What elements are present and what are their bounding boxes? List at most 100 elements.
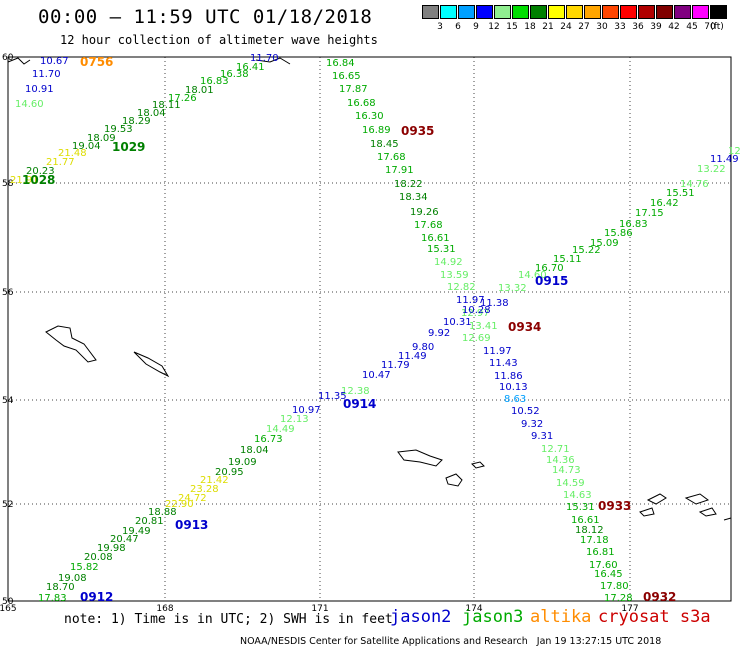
swh-value: 20.81 [135, 516, 164, 527]
swh-value: 10.67 [40, 56, 69, 67]
pass-time-label: 0756 [80, 55, 113, 69]
swh-value: 10.31 [443, 317, 472, 328]
swh-value: 8.63 [504, 394, 526, 405]
swh-value: 17.83 [38, 593, 67, 604]
legend-swatch [458, 5, 475, 19]
swh-value: 12 [728, 146, 740, 157]
swh-value: 12.38 [341, 386, 370, 397]
legend-label: 18 [524, 22, 536, 32]
swh-value: 13.59 [440, 270, 469, 281]
legend-swatch [620, 5, 637, 19]
swh-value: 17.91 [385, 165, 414, 176]
swh-value: 16.73 [254, 434, 283, 445]
legend-label: 6 [455, 22, 461, 32]
swh-value: 11.70 [250, 53, 279, 64]
satellite-legend-item: cryosat s3a [598, 607, 711, 627]
swh-value: 15.82 [70, 562, 99, 573]
legend-swatch [548, 5, 565, 19]
swh-value: 15.31 [427, 244, 456, 255]
swh-value: 19.49 [122, 526, 151, 537]
legend-swatch [530, 5, 547, 19]
swh-value: 11.70 [32, 69, 61, 80]
legend-label: 36 [632, 22, 644, 32]
lat-tick-label: 52 [2, 500, 13, 510]
swh-value: 14.92 [434, 257, 463, 268]
legend-swatch [692, 5, 709, 19]
swh-value: 19.08 [58, 573, 87, 584]
swh-value: 16.30 [355, 111, 384, 122]
pass-time-label: 0914 [343, 397, 376, 411]
swh-value: 19.04 [72, 141, 101, 152]
swh-value: 16.45 [594, 569, 623, 580]
swh-value: 15.51 [666, 188, 695, 199]
swh-value: 18.04 [240, 445, 269, 456]
swh-value: 14.76 [680, 179, 709, 190]
swh-value: 19.26 [410, 207, 439, 218]
pass-time-label: 0913 [175, 518, 208, 532]
lon-tick-label: 165 [0, 604, 17, 614]
swh-value: 15.11 [553, 254, 582, 265]
swh-value: 17.68 [414, 220, 443, 231]
legend-swatch [476, 5, 493, 19]
legend-swatch [566, 5, 583, 19]
lat-tick-label: 56 [2, 288, 14, 298]
swh-value: 16.91 [0, 0, 29, 3]
lon-tick-label: 171 [311, 604, 328, 614]
satellite-legend-item: jason2 [390, 607, 452, 627]
swh-value: 10.91 [25, 84, 54, 95]
pass-time-labels: 0756 1029 1028 0935 0915 0934 0914 0913 0912 0933… [22, 55, 676, 604]
swh-value: 17.68 [377, 152, 406, 163]
swh-value: 17.60 [589, 560, 618, 571]
swh-value: 22.90 [165, 499, 194, 510]
swh-value: 12.13 [280, 414, 309, 425]
swh-value: 17.28 [604, 593, 633, 604]
pass-time-label: 1029 [112, 140, 145, 154]
legend-swatch [422, 5, 439, 19]
swh-value: 9.92 [428, 328, 450, 339]
legend-label: 70 [704, 22, 716, 32]
swh-value: 14.36 [546, 455, 575, 466]
swh-value: 11.38 [480, 298, 509, 309]
swh-value: 14.59 [556, 478, 585, 489]
swh-value: 16.84 [326, 58, 355, 69]
swh-value: 11.97 [483, 346, 512, 357]
swh-value: 9.80 [412, 342, 434, 353]
swh-value: 13.22 [697, 164, 726, 175]
swh-value: 18.09 [87, 133, 116, 144]
swh-value: 17.18 [580, 535, 609, 546]
swh-value: 9.31 [531, 431, 553, 442]
legend-label: 9 [473, 22, 479, 32]
swh-value: 10.28 [462, 305, 491, 316]
pass-time-label: 0934 [508, 320, 541, 334]
swh-value: 11.49 [398, 351, 427, 362]
lon-tick-label: 168 [156, 604, 173, 614]
legend-label: 12 [488, 22, 500, 32]
swh-value: 19.08 [0, 0, 29, 3]
legend-label: 33 [614, 22, 626, 32]
swh-value: 19.09 [228, 457, 257, 468]
lat-tick-label: 60 [2, 53, 14, 63]
swh-value: 21.48 [58, 148, 87, 159]
swh-value: 16.83 [619, 219, 648, 230]
lon-tick-label: 174 [465, 604, 482, 614]
swh-value: 11.49 [710, 154, 739, 165]
swh-value: 11.86 [494, 371, 523, 382]
swh-value: 11.35 [318, 391, 347, 402]
swh-value: 17.15 [635, 208, 664, 219]
legend-label: 45 [686, 22, 698, 32]
map-frame [7, 56, 732, 602]
units-note: note: 1) Time is in UTC; 2) SWH is in fe… [64, 612, 393, 627]
lat-tick-label: 50 [2, 597, 14, 607]
legend-swatch [638, 5, 655, 19]
swh-value: 12.82 [447, 282, 476, 293]
swh-value: 20.47 [110, 534, 139, 545]
swh-value: 23.28 [190, 484, 219, 495]
swh-value: 14.60 [518, 270, 547, 281]
swh-value: 16.70 [535, 263, 564, 274]
swh-value: 11.79 [381, 360, 410, 371]
swh-value: 19.53 [104, 124, 133, 135]
lon-tick-label: 177 [621, 604, 638, 614]
lat-tick-label: 58 [2, 179, 14, 189]
legend-label: 39 [650, 22, 662, 32]
